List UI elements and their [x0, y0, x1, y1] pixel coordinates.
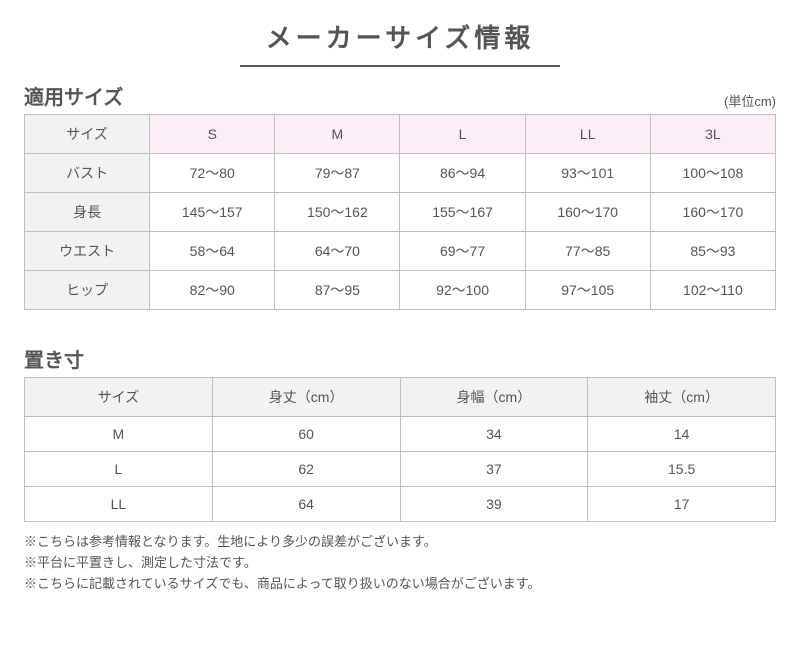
table2-header-row: サイズ 身丈（cm） 身幅（cm） 袖丈（cm） — [25, 378, 776, 417]
cell: 60 — [212, 417, 400, 452]
unit-label: (単位cm) — [724, 91, 776, 110]
cell: 37 — [400, 452, 588, 487]
table1-h4: LL — [525, 115, 650, 154]
cell: 17 — [588, 487, 776, 522]
notes-block: ※こちらは参考情報となります。生地により多少の誤差がございます。 ※平台に平置き… — [24, 532, 776, 594]
cell: 160～170 — [525, 193, 650, 232]
section2-title: 置き寸 — [24, 344, 776, 373]
section1-header-row: 適用サイズ (単位cm) — [24, 81, 776, 110]
table-row: L 62 37 15.5 — [25, 452, 776, 487]
cell: M — [25, 417, 213, 452]
section1-title: 適用サイズ — [24, 81, 123, 110]
cell: 100～108 — [650, 154, 775, 193]
cell: 87～95 — [275, 271, 400, 310]
table2-h3: 袖丈（cm） — [588, 378, 776, 417]
table2-h0: サイズ — [25, 378, 213, 417]
cell: 72～80 — [150, 154, 275, 193]
table1-header-row: サイズ S M L LL 3L — [25, 115, 776, 154]
cell: 160～170 — [650, 193, 775, 232]
page-title: メーカーサイズ情報 — [240, 18, 560, 67]
note-line: ※こちらは参考情報となります。生地により多少の誤差がございます。 — [24, 532, 776, 553]
row-label: ウエスト — [25, 232, 150, 271]
size-table-2: サイズ 身丈（cm） 身幅（cm） 袖丈（cm） M 60 34 14 L 62… — [24, 377, 776, 522]
row-label: 身長 — [25, 193, 150, 232]
table-row: LL 64 39 17 — [25, 487, 776, 522]
cell: L — [25, 452, 213, 487]
cell: 69～77 — [400, 232, 525, 271]
cell: 79～87 — [275, 154, 400, 193]
cell: 39 — [400, 487, 588, 522]
cell: 150～162 — [275, 193, 400, 232]
cell: 34 — [400, 417, 588, 452]
note-line: ※平台に平置きし、測定した寸法です。 — [24, 553, 776, 574]
cell: 86～94 — [400, 154, 525, 193]
cell: 155～167 — [400, 193, 525, 232]
table-row: ウエスト 58～64 64～70 69～77 77～85 85～93 — [25, 232, 776, 271]
cell: 97～105 — [525, 271, 650, 310]
cell: 93～101 — [525, 154, 650, 193]
row-label: ヒップ — [25, 271, 150, 310]
cell: LL — [25, 487, 213, 522]
cell: 82～90 — [150, 271, 275, 310]
cell: 64～70 — [275, 232, 400, 271]
table1-h5: 3L — [650, 115, 775, 154]
table-row: M 60 34 14 — [25, 417, 776, 452]
note-line: ※こちらに記載されているサイズでも、商品によって取り扱いのない場合がございます。 — [24, 574, 776, 595]
cell: 92～100 — [400, 271, 525, 310]
size-table-1: サイズ S M L LL 3L バスト 72～80 79～87 86～94 93… — [24, 114, 776, 310]
cell: 102～110 — [650, 271, 775, 310]
row-label: バスト — [25, 154, 150, 193]
table2-h1: 身丈（cm） — [212, 378, 400, 417]
cell: 85～93 — [650, 232, 775, 271]
table1-h1: S — [150, 115, 275, 154]
table2-h2: 身幅（cm） — [400, 378, 588, 417]
table1-h0: サイズ — [25, 115, 150, 154]
table-row: 身長 145～157 150～162 155～167 160～170 160～1… — [25, 193, 776, 232]
cell: 62 — [212, 452, 400, 487]
table-row: バスト 72～80 79～87 86～94 93～101 100～108 — [25, 154, 776, 193]
cell: 14 — [588, 417, 776, 452]
table1-h3: L — [400, 115, 525, 154]
cell: 77～85 — [525, 232, 650, 271]
cell: 58～64 — [150, 232, 275, 271]
table1-h2: M — [275, 115, 400, 154]
cell: 145～157 — [150, 193, 275, 232]
cell: 15.5 — [588, 452, 776, 487]
cell: 64 — [212, 487, 400, 522]
table-row: ヒップ 82～90 87～95 92～100 97～105 102～110 — [25, 271, 776, 310]
